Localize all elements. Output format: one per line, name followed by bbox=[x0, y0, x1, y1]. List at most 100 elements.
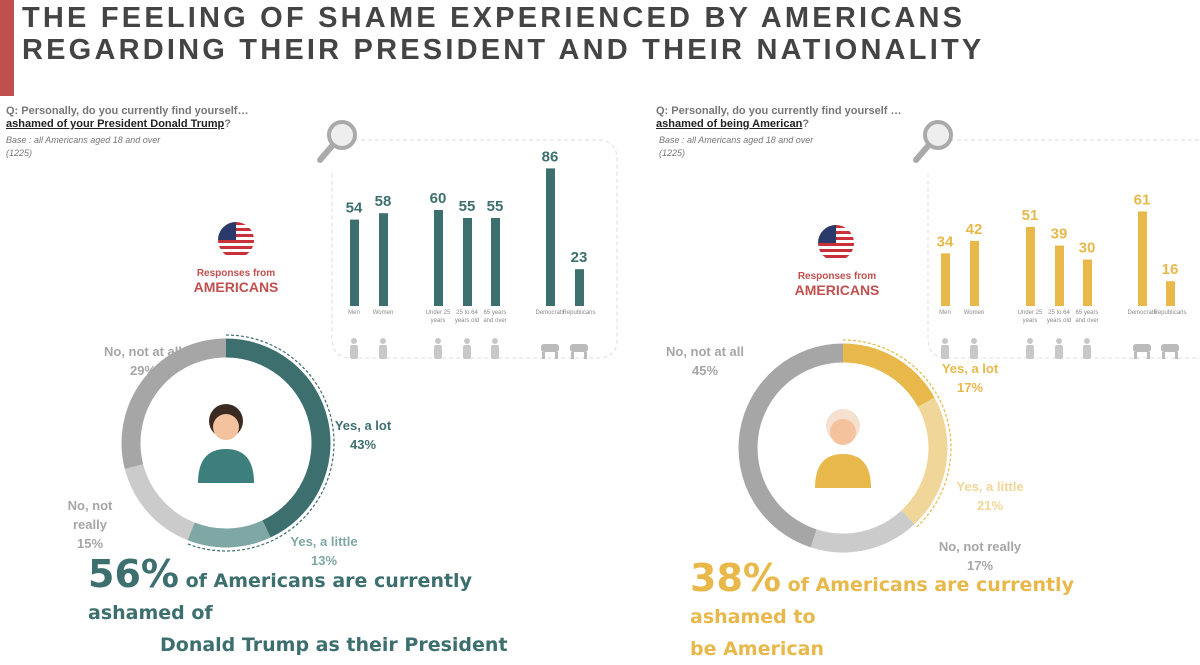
face bbox=[213, 414, 239, 440]
us-flag-icon bbox=[818, 225, 854, 261]
bar-value-label: 60 bbox=[430, 190, 447, 207]
category-label: 25 to 64 bbox=[1048, 310, 1070, 316]
bar-value-label: 55 bbox=[487, 198, 504, 215]
responses-big: AMERICANS bbox=[193, 279, 279, 295]
category-label: and over bbox=[483, 318, 506, 324]
icon-body bbox=[1055, 345, 1063, 359]
category-label: Women bbox=[964, 310, 985, 316]
icon-head bbox=[1027, 338, 1033, 344]
donut-slice bbox=[738, 343, 844, 548]
bar bbox=[1026, 226, 1035, 306]
person-icon bbox=[970, 338, 978, 359]
question-suffix: ? bbox=[224, 118, 231, 130]
icon-body bbox=[491, 345, 499, 359]
torso bbox=[815, 454, 871, 488]
donut-slice bbox=[225, 338, 331, 538]
question-emphasis: ashamed of being American bbox=[656, 118, 803, 130]
icon-body bbox=[379, 345, 387, 359]
person-icon bbox=[1026, 338, 1034, 359]
responses-big: AMERICANS bbox=[794, 282, 880, 298]
illustration-bg bbox=[758, 363, 928, 533]
base-note: Base : all Americans aged 18 and over (1… bbox=[659, 135, 814, 158]
magnifier-handle bbox=[913, 143, 931, 163]
donkey-icon bbox=[541, 344, 559, 359]
us-flag-icon bbox=[218, 222, 254, 258]
category-label: Men bbox=[348, 310, 360, 316]
bar-value-label: 34 bbox=[937, 233, 954, 250]
elephant-icon bbox=[1161, 344, 1179, 359]
dashed-arc bbox=[186, 334, 335, 552]
icon-head bbox=[492, 338, 498, 344]
bar bbox=[1166, 281, 1175, 306]
bar-value-label: 61 bbox=[1134, 191, 1151, 208]
magnifier-icon bbox=[913, 120, 953, 163]
icon-leg bbox=[1134, 352, 1137, 359]
donut-label: Yes, a little 13% bbox=[290, 534, 357, 568]
bar bbox=[434, 210, 443, 306]
ashamed-person-illustration bbox=[198, 404, 254, 483]
question-prefix: Q: Personally, do you currently find you… bbox=[6, 105, 249, 117]
icon-body bbox=[463, 345, 471, 359]
bar-value-label: 51 bbox=[1022, 207, 1039, 224]
icon-head bbox=[464, 338, 470, 344]
category-label: Democrats bbox=[1127, 310, 1156, 316]
face bbox=[830, 419, 856, 445]
bar bbox=[463, 218, 472, 306]
icon-body bbox=[941, 345, 949, 359]
category-label: Women bbox=[373, 310, 394, 316]
icon-head bbox=[971, 338, 977, 344]
bar bbox=[575, 269, 584, 306]
icon-body bbox=[350, 345, 358, 359]
donut-label: No, not at all 29% bbox=[104, 344, 182, 378]
responses-label: Responses from AMERICANS bbox=[767, 271, 907, 298]
icon-body bbox=[1083, 345, 1091, 359]
bar bbox=[1083, 259, 1092, 306]
icon-body bbox=[434, 345, 442, 359]
person-icon bbox=[1055, 338, 1063, 359]
bar bbox=[941, 253, 950, 306]
icon-body bbox=[1133, 344, 1151, 352]
bar-value-label: 55 bbox=[459, 198, 476, 215]
category-label: years old bbox=[455, 318, 479, 324]
magnifier-handle bbox=[317, 143, 335, 163]
question-emphasis: ashamed of your President Donald Trump bbox=[6, 118, 225, 130]
question-prefix: Q: Personally, do you currently find you… bbox=[656, 105, 902, 117]
bar bbox=[546, 168, 555, 306]
bar bbox=[1138, 211, 1147, 306]
person-icon bbox=[1083, 338, 1091, 359]
headline-right: 38% of Americans are currently ashamed t… bbox=[690, 559, 1170, 665]
donkey-icon bbox=[1133, 344, 1151, 359]
bar bbox=[379, 213, 388, 306]
category-label: 65 years bbox=[483, 310, 506, 316]
bar-value-label: 54 bbox=[346, 200, 363, 217]
person-icon bbox=[434, 338, 442, 359]
icon-leg bbox=[584, 352, 587, 359]
headline-line1: of Americans are currently ashamed to bbox=[690, 574, 1074, 628]
icon-body bbox=[570, 344, 588, 352]
category-label: years bbox=[1023, 318, 1038, 324]
icon-body bbox=[1161, 344, 1179, 352]
bar bbox=[491, 218, 500, 306]
bar-value-label: 42 bbox=[966, 221, 983, 238]
question-right: Q: Personally, do you currently find you… bbox=[656, 105, 902, 131]
charts-canvas: 54 Men 58 Women 60 Under 25 years 55 25 to 64 yea… bbox=[68, 120, 1200, 573]
page-title: THE FEELING OF SHAME EXPERIENCED BY AMER… bbox=[22, 2, 985, 66]
person-icon bbox=[941, 338, 949, 359]
accent-bar bbox=[0, 0, 14, 96]
category-label: Under 25 bbox=[426, 310, 451, 316]
icon-leg bbox=[542, 352, 545, 359]
bar bbox=[350, 219, 359, 306]
person-icon bbox=[350, 338, 358, 359]
icon-body bbox=[970, 345, 978, 359]
icon-leg bbox=[1162, 352, 1165, 359]
category-label: years old bbox=[1047, 318, 1071, 324]
bar-value-label: 23 bbox=[571, 249, 588, 266]
donut-label: Yes, a lot 17% bbox=[942, 361, 999, 395]
headline-line2: Donald Trump as their President bbox=[160, 634, 508, 656]
person-icon bbox=[379, 338, 387, 359]
donut-label: No, not at all 45% bbox=[666, 344, 744, 378]
person-icon bbox=[463, 338, 471, 359]
icon-head bbox=[1084, 338, 1090, 344]
headline-left: 56% of Americans are currently ashamed o… bbox=[88, 555, 558, 661]
donut-slice bbox=[124, 463, 195, 541]
